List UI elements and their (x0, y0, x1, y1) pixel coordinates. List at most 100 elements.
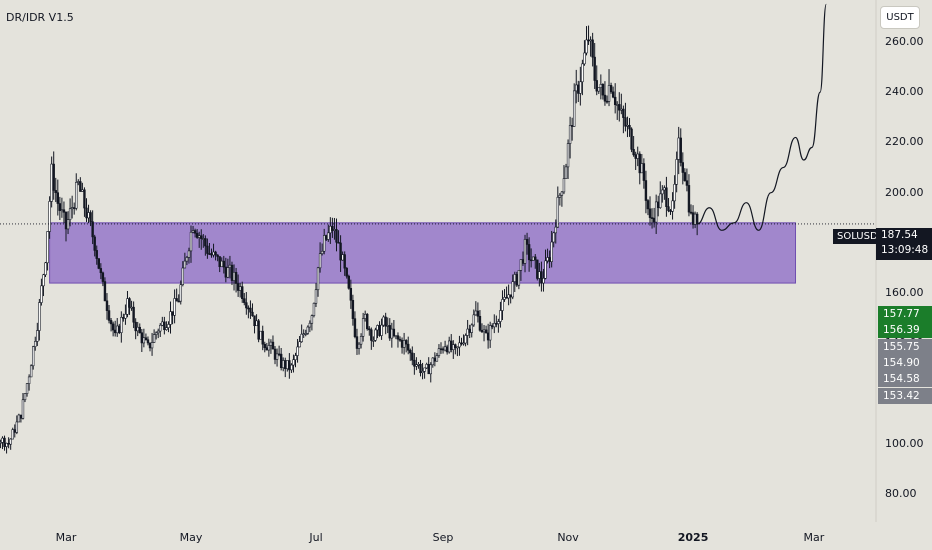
level-label-green: 156.39 (878, 322, 932, 339)
candle (454, 343, 457, 355)
level-label-grey: 154.58 (878, 371, 932, 388)
candle (269, 339, 273, 354)
candle (23, 393, 27, 403)
candle (460, 337, 463, 346)
candle (425, 362, 428, 370)
candle (60, 197, 64, 218)
candle (419, 359, 422, 377)
candle (103, 277, 107, 302)
candle (450, 334, 453, 353)
candle (390, 322, 394, 348)
candle (447, 336, 451, 354)
candle (468, 324, 471, 339)
candle (68, 198, 72, 227)
candle (290, 363, 293, 373)
candle (439, 342, 443, 354)
candle (595, 65, 598, 96)
candle (484, 325, 488, 334)
candle (308, 320, 312, 333)
candle (519, 259, 523, 281)
candle (601, 83, 605, 100)
y-tick-label: 160.00 (885, 286, 924, 300)
candle (271, 335, 275, 350)
candle (495, 315, 498, 328)
candle (40, 278, 43, 306)
candle (380, 318, 383, 340)
candle (189, 225, 193, 263)
candle (146, 336, 150, 346)
candle (683, 168, 687, 182)
candle (556, 186, 560, 229)
level-label-grey: 155.75 (878, 338, 932, 355)
candle (118, 323, 121, 335)
y-tick-label: 220.00 (885, 135, 924, 149)
candle (331, 217, 334, 238)
candle (613, 83, 617, 114)
candle (648, 196, 652, 226)
candle (513, 271, 516, 292)
candle (179, 280, 182, 305)
candle (347, 274, 350, 290)
candle (15, 415, 19, 435)
candle (681, 152, 685, 185)
candle (44, 261, 47, 278)
candle (384, 312, 387, 335)
candle (294, 352, 297, 368)
candle (56, 179, 60, 216)
candle (214, 250, 217, 261)
candle (9, 438, 12, 450)
candle (241, 281, 244, 303)
candle (126, 290, 129, 318)
candle (109, 318, 113, 332)
candle (679, 128, 682, 167)
candle (38, 298, 41, 341)
candle (226, 258, 230, 279)
candle (140, 328, 144, 352)
candle (540, 261, 543, 292)
candle (154, 331, 158, 340)
candle (273, 346, 277, 365)
candle (437, 344, 441, 358)
candle (386, 317, 389, 334)
candle (640, 153, 644, 174)
x-tick-label: Nov (557, 531, 579, 544)
candle (52, 151, 55, 200)
candle (142, 328, 146, 348)
candle (523, 234, 527, 273)
candle (32, 345, 35, 370)
candle (620, 93, 623, 115)
candle (183, 252, 187, 269)
x-tick-label: Mar (803, 531, 825, 544)
candle (392, 319, 396, 338)
candle (632, 136, 635, 157)
candle (345, 267, 348, 279)
candle (288, 353, 291, 379)
candle (552, 231, 555, 248)
candle (277, 345, 281, 357)
candle (417, 362, 420, 369)
candle (128, 297, 131, 315)
candle (36, 322, 39, 347)
candle (286, 360, 289, 372)
candle (72, 202, 76, 215)
candle (570, 117, 574, 141)
candle (83, 187, 86, 217)
candle (572, 83, 576, 127)
currency-button[interactable]: USDT (880, 6, 920, 29)
candle (204, 235, 207, 256)
candle (148, 342, 152, 352)
candle (554, 219, 557, 244)
candle (685, 168, 689, 192)
candle (542, 268, 545, 292)
candle (7, 437, 10, 449)
candle (200, 229, 203, 250)
candle (34, 336, 37, 351)
demand-zone (49, 222, 797, 284)
candle (370, 327, 373, 350)
candle (407, 336, 410, 355)
x-tick-label: Sep (432, 531, 454, 544)
candle (263, 341, 266, 353)
candle (618, 92, 621, 122)
y-tick-label: 260.00 (885, 35, 924, 48)
